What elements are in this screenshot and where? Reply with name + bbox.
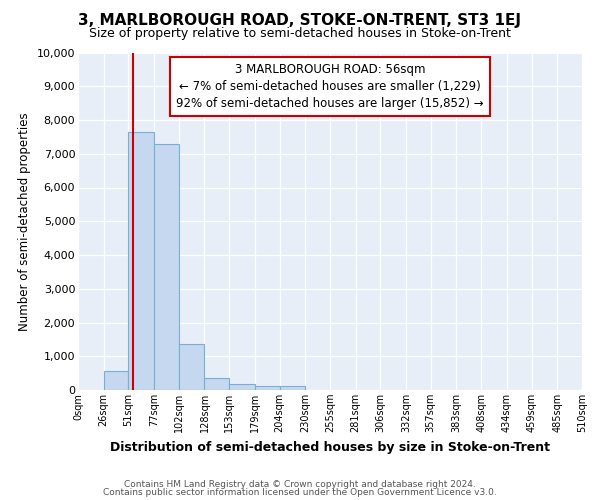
Bar xyxy=(255,386,280,390)
Text: Contains public sector information licensed under the Open Government Licence v3: Contains public sector information licen… xyxy=(103,488,497,497)
Bar xyxy=(205,378,229,390)
Text: 3 MARLBOROUGH ROAD: 56sqm
← 7% of semi-detached houses are smaller (1,229)
92% o: 3 MARLBOROUGH ROAD: 56sqm ← 7% of semi-d… xyxy=(176,62,484,110)
Bar xyxy=(229,384,255,390)
Text: Contains HM Land Registry data © Crown copyright and database right 2024.: Contains HM Land Registry data © Crown c… xyxy=(124,480,476,489)
Text: Size of property relative to semi-detached houses in Stoke-on-Trent: Size of property relative to semi-detach… xyxy=(89,28,511,40)
Y-axis label: Number of semi-detached properties: Number of semi-detached properties xyxy=(18,112,31,330)
Bar xyxy=(154,144,179,390)
X-axis label: Distribution of semi-detached houses by size in Stoke-on-Trent: Distribution of semi-detached houses by … xyxy=(110,440,550,454)
Bar xyxy=(104,372,128,390)
Bar xyxy=(179,344,205,390)
Bar xyxy=(280,386,305,390)
Text: 3, MARLBOROUGH ROAD, STOKE-ON-TRENT, ST3 1EJ: 3, MARLBOROUGH ROAD, STOKE-ON-TRENT, ST3… xyxy=(79,12,521,28)
Bar xyxy=(128,132,154,390)
